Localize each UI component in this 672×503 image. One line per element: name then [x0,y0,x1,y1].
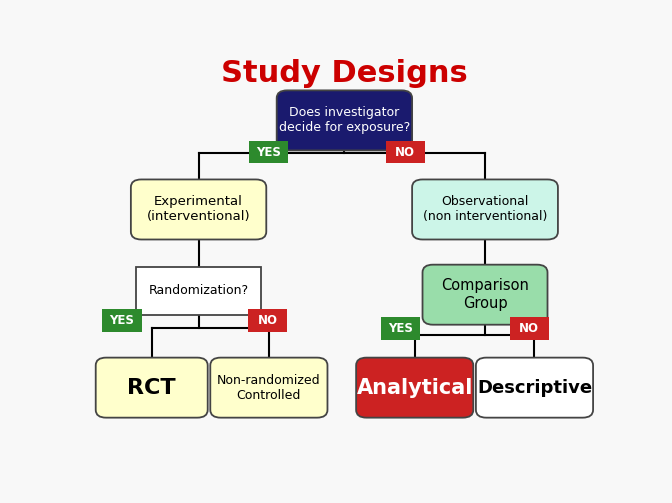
Text: Analytical: Analytical [357,378,473,398]
Text: Descriptive: Descriptive [477,379,592,397]
FancyBboxPatch shape [249,141,288,163]
FancyBboxPatch shape [277,91,412,150]
Text: NO: NO [395,146,415,158]
FancyBboxPatch shape [380,317,419,340]
FancyBboxPatch shape [476,358,593,417]
Text: Experimental
(interventional): Experimental (interventional) [146,196,251,223]
Text: RCT: RCT [128,378,176,398]
FancyBboxPatch shape [412,180,558,239]
Text: NO: NO [519,322,540,335]
Text: Study Designs: Study Designs [221,59,468,89]
FancyBboxPatch shape [103,309,142,332]
Text: YES: YES [110,314,134,327]
FancyBboxPatch shape [386,141,425,163]
Text: NO: NO [258,314,278,327]
Text: YES: YES [388,322,413,335]
FancyBboxPatch shape [131,180,266,239]
Text: Comparison
Group: Comparison Group [441,279,529,311]
FancyBboxPatch shape [95,358,208,417]
FancyBboxPatch shape [423,265,548,325]
FancyBboxPatch shape [136,267,261,315]
Text: Non-randomized
Controlled: Non-randomized Controlled [217,374,321,401]
FancyBboxPatch shape [210,358,327,417]
FancyBboxPatch shape [249,309,288,332]
Text: Observational
(non interventional): Observational (non interventional) [423,196,547,223]
FancyBboxPatch shape [510,317,549,340]
Text: Does investigator
decide for exposure?: Does investigator decide for exposure? [279,107,410,134]
Text: Randomization?: Randomization? [149,284,249,297]
FancyBboxPatch shape [356,358,473,417]
Text: YES: YES [257,146,282,158]
